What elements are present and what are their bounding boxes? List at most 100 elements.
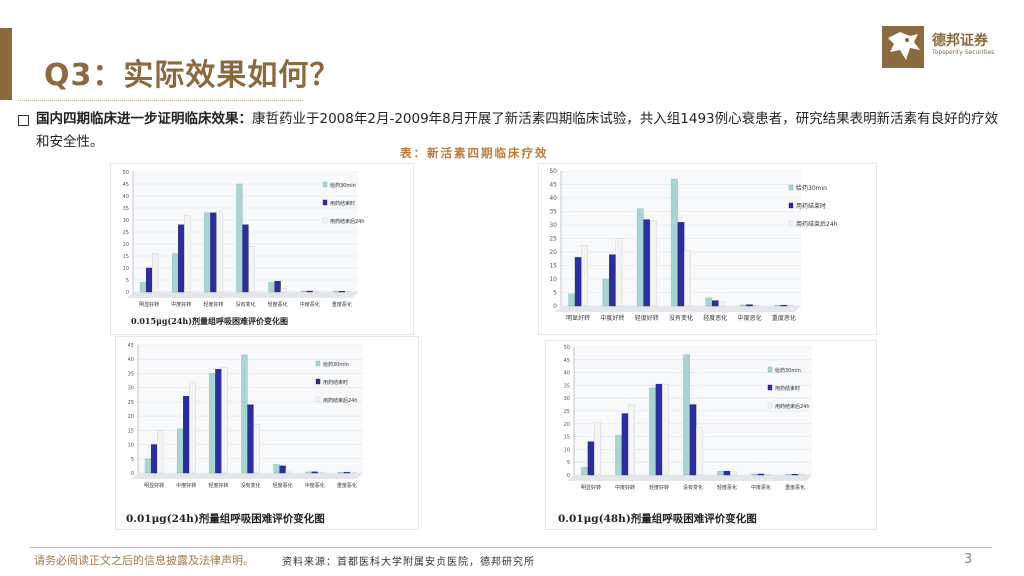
bar-2 bbox=[210, 212, 217, 293]
logo-chinese-name: 德邦证券 bbox=[932, 33, 988, 49]
legend-swatch bbox=[767, 402, 773, 409]
chart-dose-001-24h: 0 5 10 15 20 25 30 35 40 45 明显好转 中度好转 轻度好转 没有变化 轻度恶化 中度… bbox=[115, 336, 419, 530]
y-tick-label: 35 bbox=[128, 371, 134, 377]
bar-3 bbox=[253, 424, 260, 474]
x-tick-label: 重度恶化 bbox=[772, 314, 796, 322]
table-caption: 表：新活素四期临床疗效 bbox=[400, 146, 549, 160]
bar-3 bbox=[696, 427, 703, 476]
x-tick-label: 没有变化 bbox=[235, 301, 255, 308]
y-tick-label: 10 bbox=[123, 266, 129, 272]
bar-3 bbox=[752, 304, 760, 307]
y-tick-label: 10 bbox=[549, 276, 557, 283]
x-tick-label: 重度恶化 bbox=[785, 484, 805, 491]
x-tick-label: 轻度恶化 bbox=[273, 482, 293, 489]
legend-label: 给药30min bbox=[796, 184, 827, 192]
bar-3 bbox=[764, 474, 771, 476]
plot-floor bbox=[568, 475, 812, 481]
legend-swatch bbox=[315, 378, 321, 385]
y-tick-label: 40 bbox=[128, 357, 134, 363]
bar-1 bbox=[209, 373, 216, 474]
bar-2 bbox=[780, 304, 788, 307]
legend-swatch bbox=[315, 396, 321, 403]
bar-3 bbox=[317, 471, 324, 474]
bar-2 bbox=[587, 441, 595, 476]
bar-2 bbox=[746, 304, 753, 307]
intro-text: 康哲药业于2008年2月-2009年8月开展了新活素四期临床试验，共入组1493… bbox=[36, 111, 999, 150]
y-tick-label: 40 bbox=[564, 371, 570, 377]
bar-3 bbox=[581, 245, 588, 307]
bar-2 bbox=[242, 224, 249, 293]
x-tick-label: 轻度好转 bbox=[649, 484, 669, 491]
y-tick-label: 30 bbox=[128, 386, 134, 392]
plot-floor bbox=[127, 292, 358, 298]
x-tick-label: 重度恶化 bbox=[332, 301, 352, 308]
bar-3 bbox=[157, 430, 164, 474]
x-tick-label: 中度恶化 bbox=[305, 482, 325, 489]
footer-disclaimer-link[interactable]: 请务必阅读正文之后的信息披露及法律声明。 bbox=[34, 554, 254, 567]
company-logo: 德邦证券 Topsperity Securities bbox=[880, 24, 1020, 70]
x-tick-label: 没有变化 bbox=[683, 484, 703, 491]
bar-3 bbox=[312, 290, 319, 293]
bar-3 bbox=[594, 422, 601, 476]
y-tick-label: 0 bbox=[131, 471, 134, 477]
legend-swatch bbox=[315, 360, 321, 367]
bar-1 bbox=[172, 253, 179, 293]
bar-3 bbox=[221, 367, 228, 474]
legend-swatch bbox=[788, 184, 794, 191]
y-tick-label: 10 bbox=[564, 447, 570, 453]
y-tick-label: 20 bbox=[128, 414, 134, 420]
y-tick-label: 30 bbox=[123, 218, 129, 224]
y-tick-label: 25 bbox=[549, 236, 557, 243]
legend-label: 给药30min bbox=[323, 361, 349, 368]
bar-1 bbox=[273, 464, 280, 474]
bar-3 bbox=[344, 291, 352, 293]
x-tick-label: 明显好转 bbox=[139, 301, 159, 308]
y-tick-label: 15 bbox=[123, 254, 129, 260]
y-tick-label: 45 bbox=[549, 182, 557, 189]
bar-1 bbox=[241, 354, 248, 474]
chart-dose-panel-2: 0 5 10 15 20 25 30 35 40 45 50 明显好转 中度好转 轻度好转 没有变化 轻度恶化… bbox=[538, 163, 877, 335]
x-tick-label: 中度恶化 bbox=[751, 484, 771, 491]
bar-2 bbox=[215, 368, 222, 474]
bar-1 bbox=[581, 467, 588, 476]
bar-2 bbox=[689, 404, 697, 476]
bar-3 bbox=[248, 246, 255, 293]
bar-2 bbox=[723, 470, 731, 476]
bar-1 bbox=[739, 304, 747, 307]
title-divider bbox=[18, 100, 303, 101]
x-tick-label: 轻度恶化 bbox=[703, 314, 727, 322]
y-tick-label: 35 bbox=[549, 209, 557, 216]
logo-english-name: Topsperity Securities bbox=[932, 49, 995, 56]
legend-swatch bbox=[788, 220, 794, 227]
bar-2 bbox=[757, 473, 765, 476]
legend-swatch bbox=[767, 366, 773, 373]
bar-2 bbox=[574, 257, 582, 307]
plot-floor bbox=[555, 306, 801, 312]
bar-2 bbox=[711, 300, 719, 307]
intro-heading: 国内四期临床进一步证明临床效果： bbox=[36, 111, 252, 127]
y-tick-label: 5 bbox=[567, 460, 570, 466]
y-tick-label: 20 bbox=[549, 249, 557, 256]
bar-2 bbox=[279, 465, 286, 474]
y-tick-label: 30 bbox=[549, 222, 557, 229]
bar-1 bbox=[615, 435, 622, 476]
page-title: Q3：实际效果如何？ bbox=[44, 58, 341, 93]
x-tick-label: 中度恶化 bbox=[738, 314, 762, 322]
x-tick-label: 明显好转 bbox=[581, 484, 601, 491]
bar-3 bbox=[349, 471, 357, 474]
legend-label: 用药结束时 bbox=[330, 200, 355, 207]
y-tick-label: 20 bbox=[564, 422, 570, 428]
bar-3 bbox=[189, 381, 196, 474]
bar-2 bbox=[655, 383, 663, 476]
x-tick-label: 轻度好转 bbox=[203, 301, 223, 308]
y-tick-label: 0 bbox=[126, 290, 129, 296]
y-tick-label: 25 bbox=[123, 230, 129, 236]
chart-dose-001-48h: 0 5 10 15 20 25 30 35 40 45 50 明显好转 中度好转 轻度好转 没有变化 轻度恶化… bbox=[545, 340, 877, 530]
bar-1 bbox=[268, 282, 275, 293]
bar-2 bbox=[150, 444, 158, 474]
bar-2 bbox=[621, 413, 629, 476]
legend-swatch bbox=[322, 181, 328, 188]
y-tick-label: 5 bbox=[131, 457, 134, 463]
chart-svg: 0 5 10 15 20 25 30 35 40 45 50 明显好转 中度好转 轻度好转 没有变化 轻度恶化… bbox=[549, 168, 837, 322]
chart-dose-0015-24h: 0 5 10 15 20 25 30 35 40 45 50 明显好转 中度好转 轻度好转 没有变化 轻度恶化… bbox=[110, 163, 414, 335]
